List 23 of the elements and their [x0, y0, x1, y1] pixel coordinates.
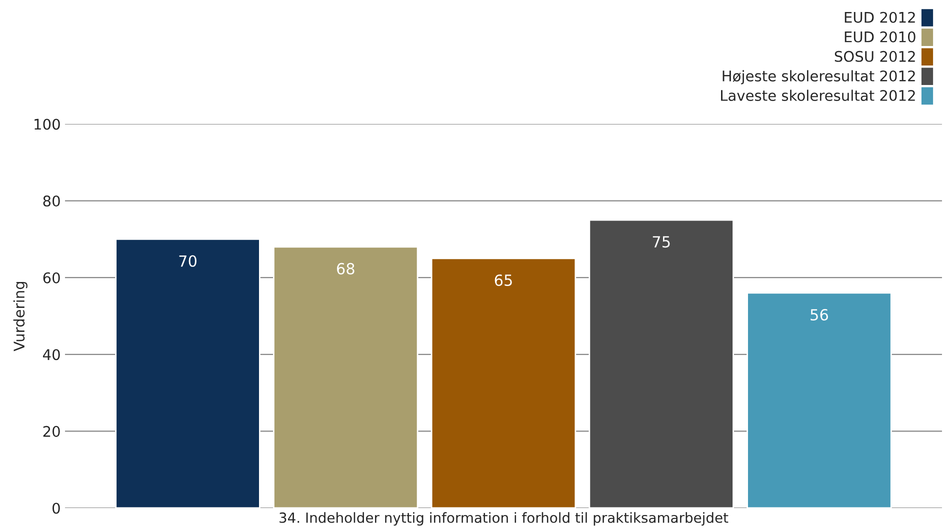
- data-label: 75: [652, 236, 670, 248]
- data-label: 68: [336, 262, 354, 274]
- legend-label: EUD 2012: [844, 12, 915, 23]
- data-label: 70: [179, 255, 196, 267]
- legend-label: SOSU 2012: [834, 50, 915, 62]
- y-tick-label: 60: [43, 272, 60, 284]
- legend-label: Højeste skoleresultat 2012: [722, 70, 915, 84]
- bar: [273, 246, 418, 508]
- data-label: 65: [494, 274, 512, 286]
- legend-label: Laveste skoleresultat 2012: [721, 90, 915, 102]
- bar: [430, 258, 576, 508]
- y-tick-label: 40: [42, 349, 60, 360]
- bar: [115, 238, 260, 508]
- x-tick-label: 34. Indeholder nyttig information i forhold til praktiksamarbejdet: [280, 512, 728, 526]
- bar: [746, 292, 892, 508]
- y-tick-label: 0: [52, 502, 60, 514]
- data-label: 56: [810, 309, 828, 321]
- y-tick-label: 20: [43, 426, 60, 437]
- y-tick-label: 80: [43, 196, 60, 207]
- y-tick-label: 100: [34, 118, 60, 130]
- y-axis-title: Vurdering: [13, 282, 28, 352]
- legend-label: EUD 2010: [844, 31, 916, 42]
- bar: [588, 219, 734, 508]
